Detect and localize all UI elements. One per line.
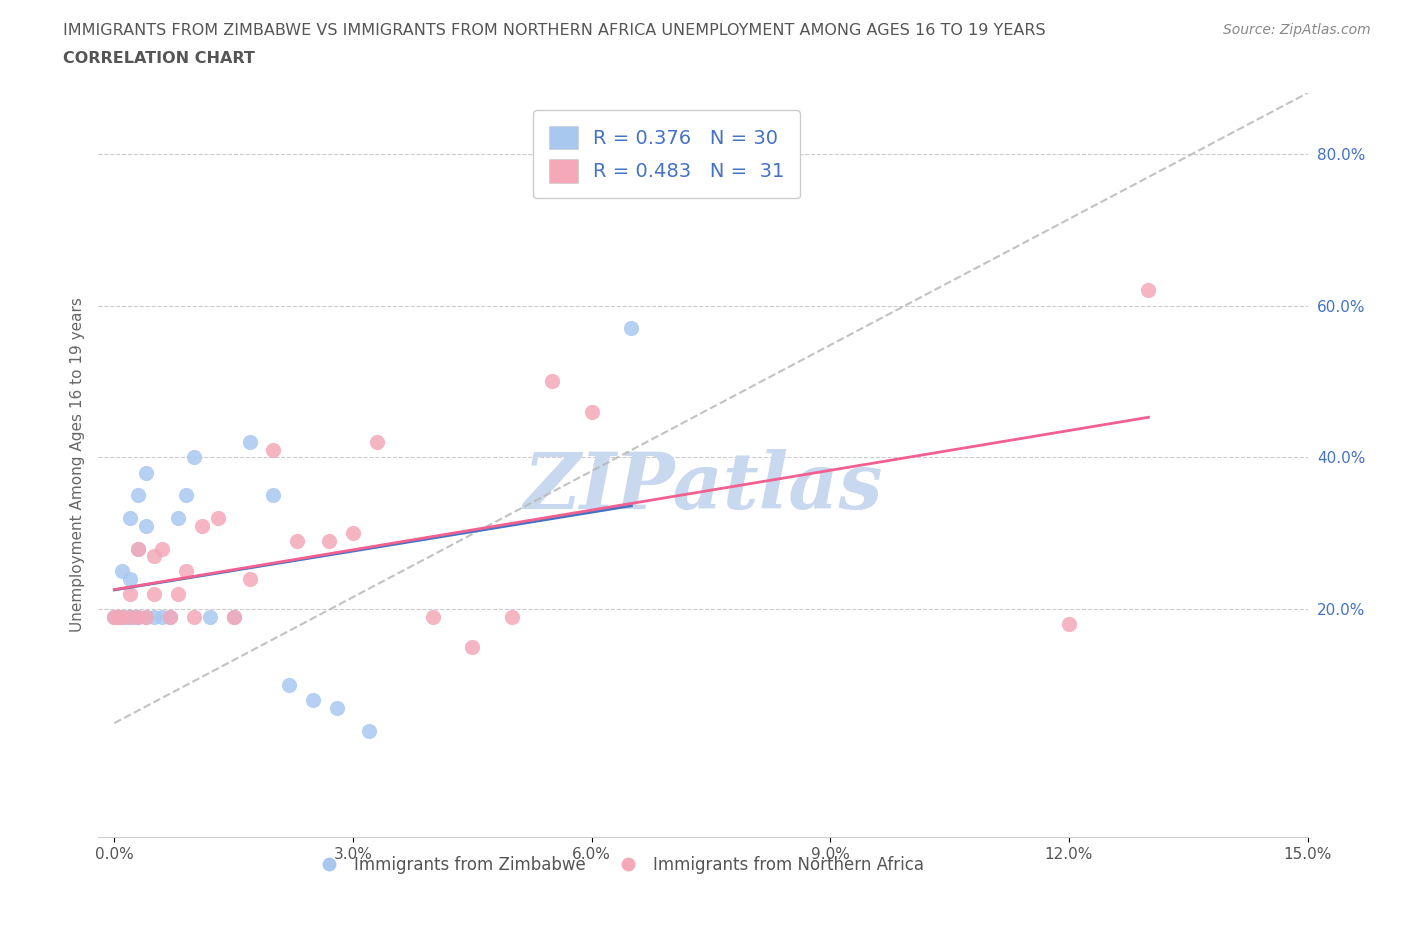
Point xyxy=(285,534,308,549)
Point xyxy=(167,511,190,525)
Point xyxy=(107,609,129,624)
Text: IMMIGRANTS FROM ZIMBABWE VS IMMIGRANTS FROM NORTHERN AFRICA UNEMPLOYMENT AMONG A: IMMIGRANTS FROM ZIMBABWE VS IMMIGRANTS F… xyxy=(63,23,1046,38)
Point xyxy=(120,609,142,624)
Point xyxy=(127,541,149,556)
Text: ZIPatlas: ZIPatlas xyxy=(523,449,883,525)
Point xyxy=(262,488,284,503)
Point xyxy=(103,609,125,624)
Point xyxy=(143,587,166,602)
Point xyxy=(111,609,134,624)
Point xyxy=(357,724,380,738)
Point xyxy=(120,609,142,624)
Point xyxy=(620,321,643,336)
Point xyxy=(191,518,214,533)
Point xyxy=(127,541,149,556)
Text: Source: ZipAtlas.com: Source: ZipAtlas.com xyxy=(1223,23,1371,37)
Point xyxy=(111,564,134,578)
Point xyxy=(135,518,157,533)
Point xyxy=(183,609,205,624)
Text: CORRELATION CHART: CORRELATION CHART xyxy=(63,51,254,66)
Point xyxy=(120,511,142,525)
Point xyxy=(239,435,262,450)
Point xyxy=(174,564,197,578)
Point xyxy=(107,609,129,624)
Point xyxy=(135,609,157,624)
Point xyxy=(122,609,145,624)
Point xyxy=(222,609,245,624)
Point xyxy=(159,609,181,624)
Point xyxy=(342,525,364,540)
Point xyxy=(422,609,444,624)
Point xyxy=(167,587,190,602)
Point xyxy=(135,609,157,624)
Point xyxy=(143,549,166,564)
Point xyxy=(111,609,134,624)
Point xyxy=(366,435,388,450)
Point xyxy=(115,609,138,624)
Point xyxy=(183,450,205,465)
Point xyxy=(302,693,325,708)
Point xyxy=(135,465,157,480)
Point xyxy=(150,541,173,556)
Point xyxy=(1137,283,1160,298)
Point xyxy=(159,609,181,624)
Point xyxy=(120,571,142,586)
Point xyxy=(120,587,142,602)
Point xyxy=(222,609,245,624)
Point xyxy=(326,700,349,715)
Point xyxy=(127,488,149,503)
Point xyxy=(501,609,523,624)
Point xyxy=(127,609,149,624)
Point xyxy=(207,511,229,525)
Point xyxy=(540,374,562,389)
Y-axis label: Unemployment Among Ages 16 to 19 years: Unemployment Among Ages 16 to 19 years xyxy=(69,298,84,632)
Point xyxy=(461,640,484,655)
Point xyxy=(318,534,340,549)
Point xyxy=(581,405,603,419)
Point xyxy=(103,609,125,624)
Point xyxy=(278,678,301,693)
Point xyxy=(174,488,197,503)
Point xyxy=(239,571,262,586)
Point xyxy=(262,443,284,458)
Point xyxy=(198,609,221,624)
Point xyxy=(127,609,149,624)
Legend: Immigrants from Zimbabwe, Immigrants from Northern Africa: Immigrants from Zimbabwe, Immigrants fro… xyxy=(307,849,931,881)
Point xyxy=(143,609,166,624)
Point xyxy=(150,609,173,624)
Point xyxy=(1057,617,1080,631)
